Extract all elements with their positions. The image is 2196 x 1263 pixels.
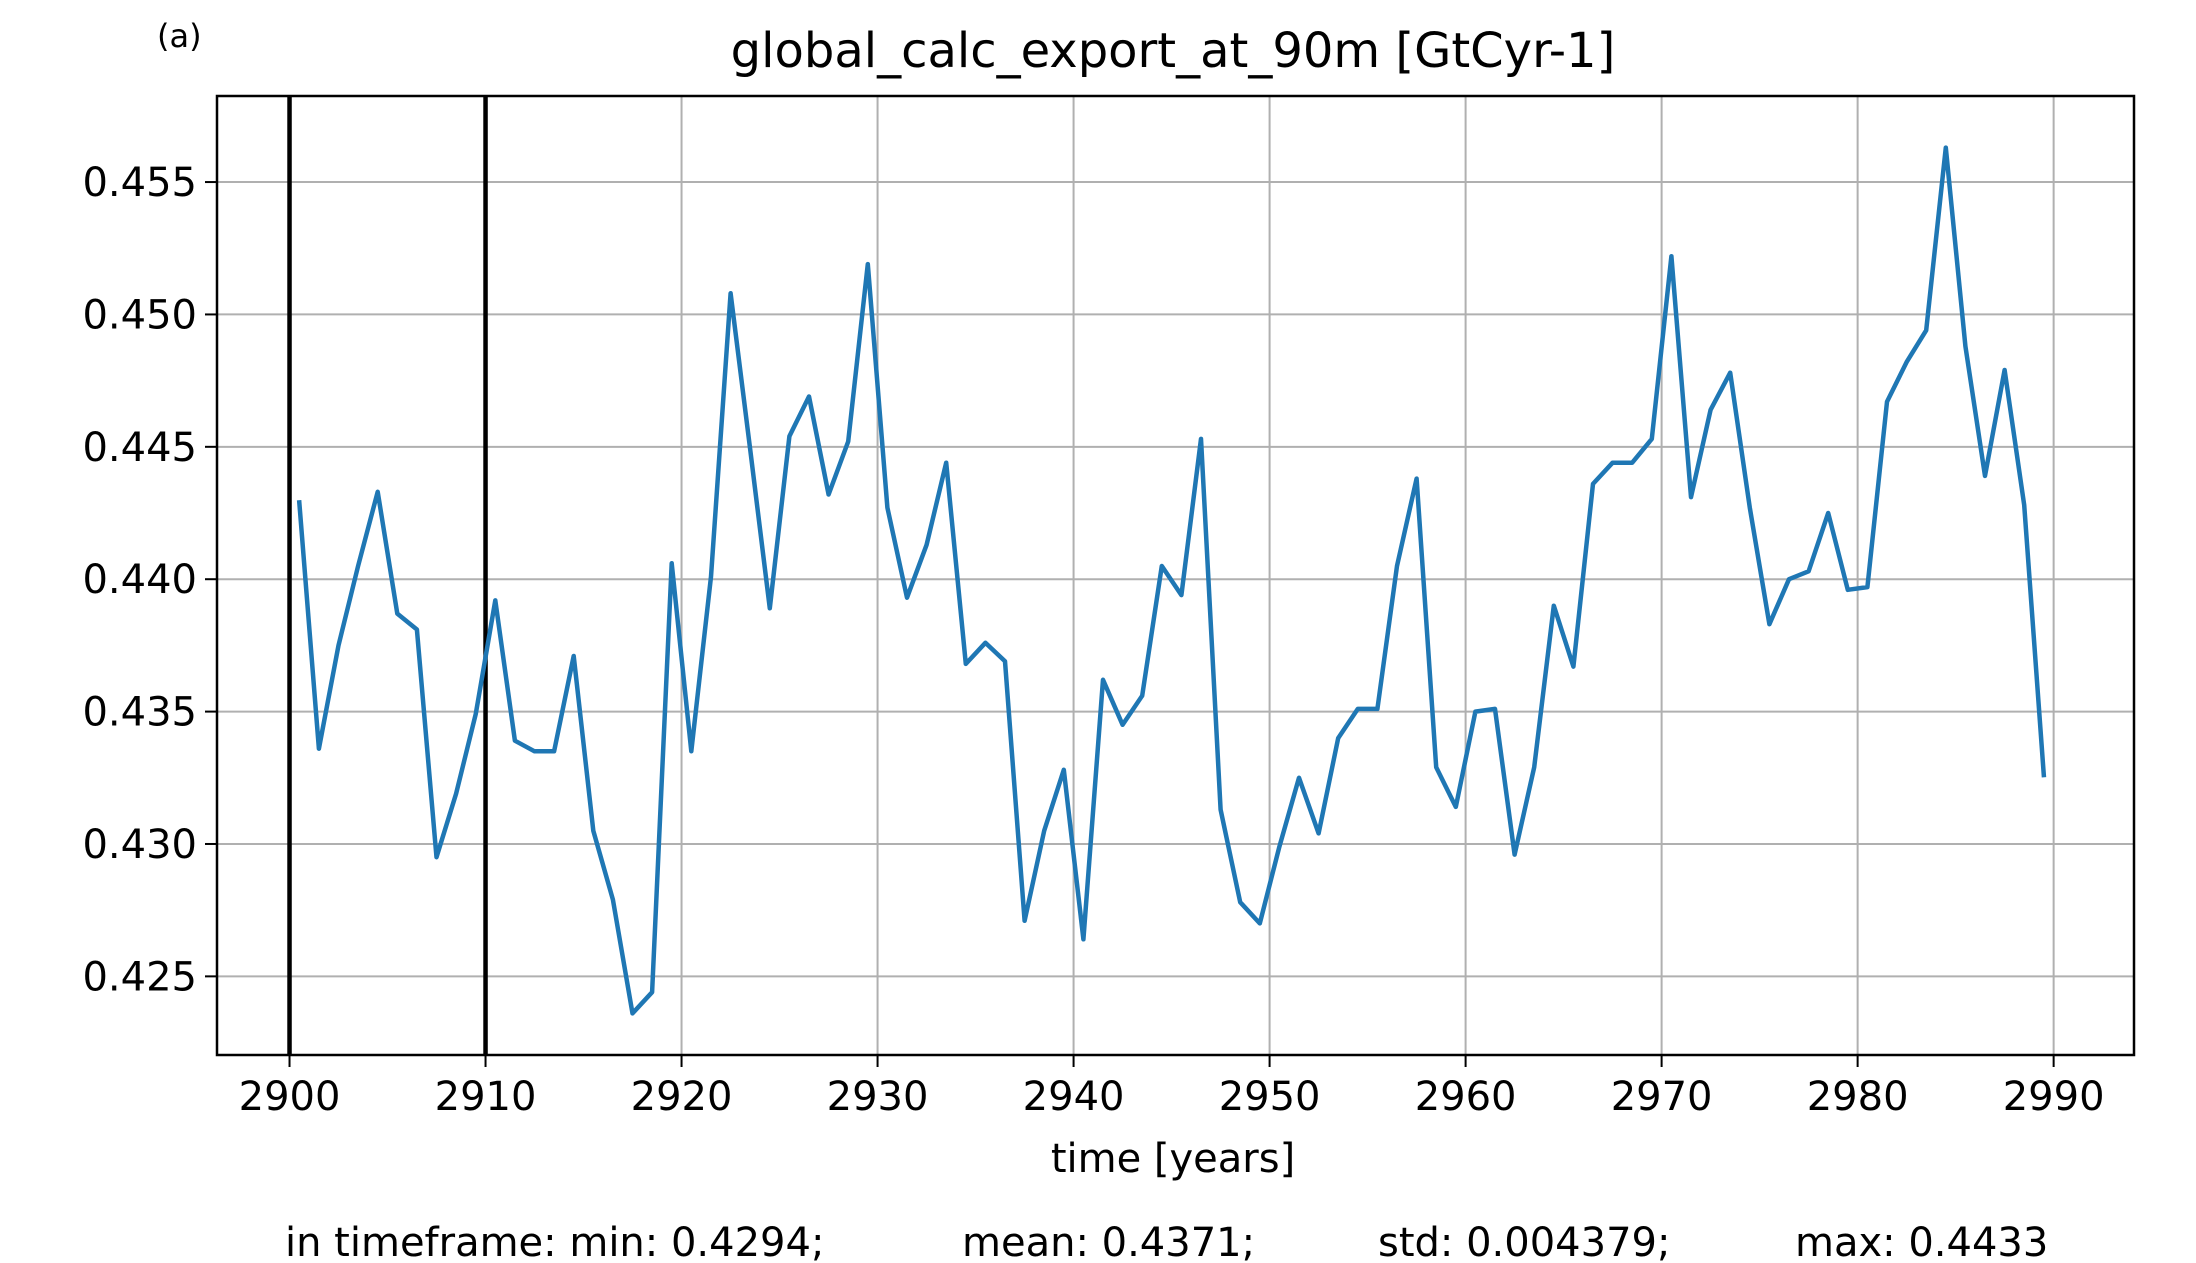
plot-frame [215,94,2136,1057]
y-tick-label: 0.425 [82,954,197,1000]
y-tick-label: 0.435 [82,690,197,736]
y-tick-label: 0.450 [82,292,197,338]
y-axis-ticks: 0.425 0.430 0.435 0.440 0.445 0.450 0.455 [82,160,217,1000]
x-tick-label: 2950 [1219,1074,1321,1120]
x-tick-label: 2910 [435,1074,537,1120]
x-tick-label: 2900 [239,1074,341,1120]
x-tick-label: 2930 [827,1074,929,1120]
y-tick-label: 0.455 [82,160,197,206]
x-tick-label: 2920 [631,1074,733,1120]
x-tick-label: 2970 [1611,1074,1713,1120]
y-tick-label: 0.440 [82,557,197,603]
x-tick-label: 2980 [1807,1074,1909,1120]
x-tick-label: 2940 [1023,1074,1125,1120]
y-tick-label: 0.430 [82,822,197,868]
x-tick-label: 2960 [1415,1074,1517,1120]
stat-max: max: 0.4433 [1795,1220,2048,1263]
x-axis-label: time [years] [1051,1136,1295,1182]
stat-min: in timeframe: min: 0.4294; [285,1220,824,1263]
stat-std: std: 0.004379; [1378,1220,1670,1263]
timeframe-marker-lines [287,96,488,1055]
stat-mean: mean: 0.4371; [962,1220,1255,1263]
series-line [296,145,2047,1016]
chart-title: global_calc_export_at_90m [GtCyr-1] [731,23,1616,79]
x-tick-label: 2990 [2003,1074,2105,1120]
y-gridlines [217,181,2134,978]
x-axis-ticks: 2900 2910 2920 2930 2940 2950 2960 2970 2980 2990 [239,1055,2105,1120]
y-tick-label: 0.445 [82,425,197,471]
panel-label: (a) [157,17,202,55]
